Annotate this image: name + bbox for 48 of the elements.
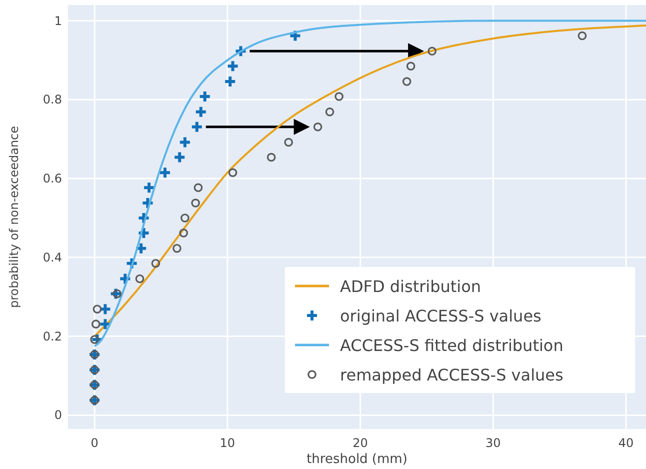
y-tick-label: 0 — [54, 408, 62, 422]
point — [191, 198, 200, 208]
point — [92, 304, 102, 314]
legend-label: original ACCESS-S values — [340, 306, 542, 326]
point — [228, 61, 238, 72]
point — [428, 46, 436, 56]
point — [194, 183, 203, 192]
legend-label: ADFD distribution — [340, 277, 482, 296]
point — [180, 137, 190, 148]
y-axis-title: probability of non-exceedance — [7, 126, 21, 308]
point — [160, 168, 170, 178]
point — [151, 258, 160, 268]
point — [135, 274, 144, 284]
point — [192, 122, 202, 132]
point — [200, 92, 210, 102]
point — [402, 77, 412, 86]
point — [179, 228, 188, 238]
point — [334, 92, 344, 101]
point — [172, 244, 182, 253]
point — [180, 214, 190, 222]
y-tick-label: 0.2 — [42, 329, 62, 344]
point — [406, 62, 416, 71]
point — [174, 152, 185, 162]
point — [578, 31, 587, 40]
x-tick-label: 10 — [220, 436, 236, 450]
x-axis-title: threshold (mm) — [306, 452, 408, 467]
point — [284, 138, 293, 147]
legend-label: remapped ACCESS-S values — [340, 366, 564, 384]
point — [225, 76, 236, 87]
y-tick-label: 0.4 — [42, 250, 62, 264]
y-tick-label: 0.8 — [42, 92, 62, 107]
x-tick-label: 20 — [352, 436, 368, 450]
point — [92, 320, 100, 328]
point — [266, 152, 276, 162]
y-tick-label: 0.6 — [42, 172, 62, 186]
point — [313, 122, 322, 132]
point — [325, 107, 334, 116]
point — [228, 168, 238, 178]
point — [100, 304, 110, 314]
legend-label: ACCESS-S fitted distribution — [340, 336, 564, 355]
x-tick-label: 30 — [486, 436, 501, 450]
point — [100, 319, 110, 330]
y-tick-label: 1 — [54, 14, 62, 28]
x-tick-label: 0 — [90, 436, 98, 450]
point — [90, 335, 99, 344]
point — [144, 182, 154, 193]
point — [196, 106, 206, 117]
x-tick-label: 40 — [618, 436, 634, 450]
